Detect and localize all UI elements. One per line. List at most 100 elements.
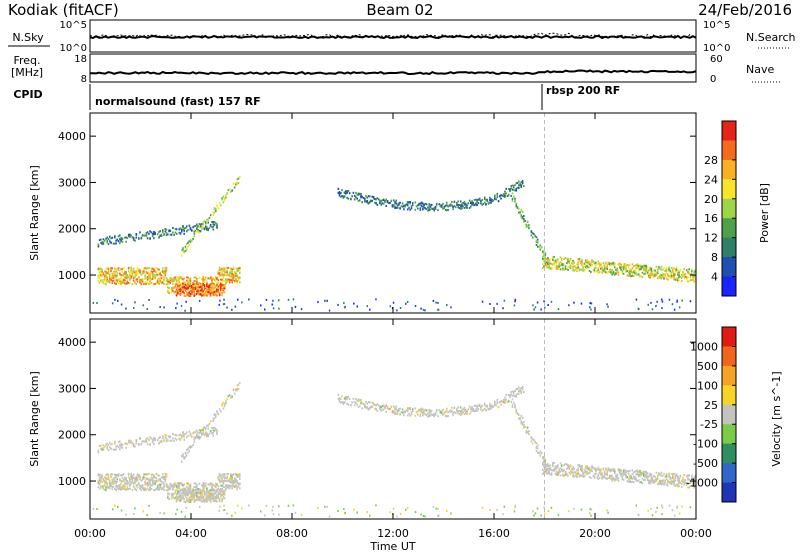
velocity-cell — [127, 439, 130, 442]
power-cell — [184, 294, 187, 297]
power-cell — [230, 279, 232, 282]
velocity-cell — [369, 514, 371, 517]
power-cell — [111, 302, 114, 305]
velocity-cell — [202, 431, 204, 434]
power-cell — [667, 278, 669, 281]
velocity-cell — [175, 499, 178, 502]
power-cell — [461, 203, 463, 206]
velocity-cell — [236, 480, 238, 483]
power-cell — [616, 271, 619, 274]
velocity-cell — [689, 506, 692, 509]
velocity-cell — [606, 474, 608, 477]
power-cell — [649, 275, 651, 278]
power-cell — [211, 291, 213, 294]
velocity-cell — [512, 390, 515, 393]
velocity-cell — [653, 481, 655, 484]
power-cell — [146, 237, 149, 240]
velocity-cell — [680, 485, 683, 488]
velocity-cell — [324, 505, 326, 508]
noise-right-tick-bottom: 10^0 — [703, 43, 730, 54]
power-cell — [165, 234, 168, 237]
power-cell — [126, 277, 129, 280]
power-cell — [337, 187, 340, 190]
velocity-cell — [532, 510, 534, 513]
power-cell — [174, 227, 177, 230]
power-cell — [129, 281, 131, 284]
power-cell — [188, 281, 191, 284]
power-cell — [217, 289, 220, 292]
velocity-cell — [597, 467, 600, 470]
power-cell — [400, 205, 403, 208]
velocity-cell — [201, 432, 203, 435]
power-cell — [428, 209, 430, 212]
power-cell — [220, 286, 222, 289]
power-cell — [203, 286, 206, 289]
velocity-cell — [586, 470, 588, 473]
velocity-cell — [163, 476, 165, 479]
power-cell — [692, 278, 694, 281]
power-cell — [566, 257, 568, 260]
power-cell — [223, 286, 226, 289]
power-cell — [148, 274, 150, 277]
power-cell — [126, 275, 129, 278]
velocity-cell — [278, 513, 280, 516]
velocity-cell — [598, 468, 601, 471]
power-cell — [206, 281, 208, 284]
power-cell — [117, 278, 120, 281]
velocity-cell — [639, 469, 641, 472]
power-cell — [209, 292, 212, 295]
power-cell — [199, 284, 202, 287]
power-cell — [564, 257, 567, 259]
power-cell — [189, 279, 192, 282]
power-cell — [530, 230, 533, 233]
velocity-cell — [215, 500, 217, 502]
velocity-cell — [148, 489, 150, 492]
power-cell — [114, 270, 116, 273]
power-cell — [145, 234, 148, 237]
power-cell — [622, 264, 625, 267]
power-cell — [371, 195, 374, 198]
power-cell — [542, 263, 544, 265]
velocity-cell — [125, 482, 127, 485]
power-cell — [512, 188, 515, 191]
velocity-cell — [343, 508, 345, 511]
power-cell — [542, 258, 544, 260]
power-cell — [188, 285, 191, 288]
velocity-cell — [391, 411, 394, 414]
power-cell — [192, 282, 194, 285]
power-cell — [544, 260, 547, 263]
power-cell — [489, 303, 491, 305]
power-cell — [571, 264, 573, 267]
velocity-cell — [564, 472, 567, 475]
velocity-cell — [393, 410, 395, 413]
velocity-cell — [230, 480, 232, 483]
colorbar-swatch — [722, 218, 736, 239]
velocity-cell — [124, 485, 126, 488]
power-cell — [158, 272, 160, 275]
power-cell — [162, 281, 164, 284]
power-cell — [624, 263, 626, 266]
power-cell — [204, 292, 207, 295]
velocity-cell — [326, 505, 328, 508]
xtick-label: 00:00 — [680, 527, 712, 540]
colorbar-swatch — [722, 365, 736, 386]
power-cell — [569, 259, 572, 262]
power-cell — [433, 209, 435, 212]
velocity-cell — [217, 495, 220, 498]
velocity-cell — [111, 488, 114, 491]
velocity-cell — [116, 444, 119, 447]
velocity-cell — [514, 403, 516, 406]
power-cell — [206, 288, 208, 291]
power-cell — [236, 268, 238, 271]
power-cell — [513, 304, 516, 307]
velocity-cell — [139, 437, 141, 440]
power-cell — [235, 182, 237, 185]
power-cell — [211, 287, 213, 290]
power-cell — [182, 282, 184, 285]
velocity-cell — [681, 505, 683, 508]
power-cell — [155, 266, 158, 269]
velocity-cell — [344, 511, 346, 514]
velocity-cell — [353, 404, 356, 407]
power-cell — [203, 281, 206, 284]
velocity-cell — [627, 477, 630, 480]
